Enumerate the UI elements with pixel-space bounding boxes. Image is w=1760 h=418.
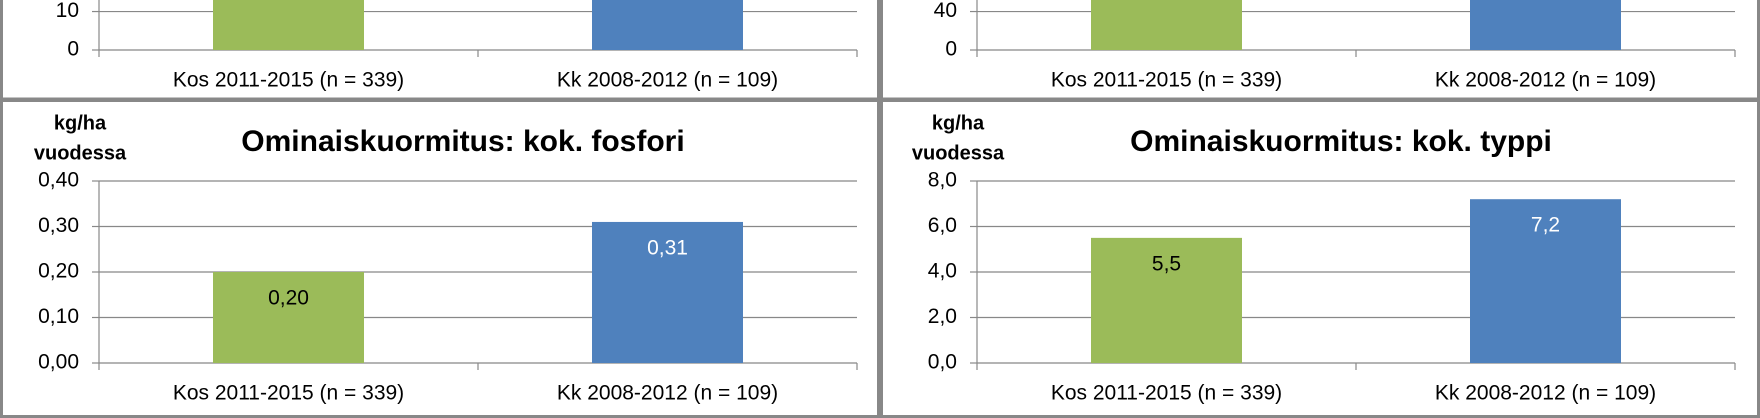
x-tick-label: Kos 2011-2015 (n = 339) — [173, 69, 404, 92]
bar — [1470, 199, 1621, 363]
panel-border — [0, 99, 880, 418]
y-tick-label: 0,00 — [38, 351, 79, 374]
y-tick-label: 0,0 — [928, 351, 957, 374]
y-tick-label: 0,40 — [38, 169, 79, 192]
panel-border — [880, 99, 1760, 418]
bar — [592, 221, 743, 363]
bar — [592, 0, 743, 50]
x-tick-label: Kk 2008-2012 (n = 109) — [557, 382, 778, 405]
x-tick-label: Kos 2011-2015 (n = 339) — [1051, 382, 1282, 405]
x-tick-label: Kk 2008-2012 (n = 109) — [557, 69, 778, 92]
data-label: 0,20 — [268, 287, 309, 310]
data-label: 5,5 — [1152, 252, 1181, 275]
y-axis-label: kg/ha — [54, 112, 107, 134]
y-axis-label: vuodessa — [912, 142, 1005, 164]
y-tick-label: 8,0 — [928, 169, 957, 192]
x-tick-label: Kos 2011-2015 (n = 339) — [173, 382, 404, 405]
chart-title: Ominaiskuormitus: kok. fosfori — [241, 125, 684, 158]
bar — [1091, 237, 1242, 363]
y-tick-label: 0,30 — [38, 214, 79, 237]
y-tick-label: 10 — [56, 0, 79, 22]
y-tick-label: 0,20 — [38, 260, 79, 283]
bar — [1470, 0, 1621, 50]
data-label: 7,2 — [1531, 214, 1560, 237]
y-tick-label: 2,0 — [928, 305, 957, 328]
y-tick-label: 6,0 — [928, 214, 957, 237]
bar — [213, 272, 364, 363]
y-tick-label: 0 — [67, 38, 79, 61]
y-tick-label: 40 — [934, 0, 957, 22]
x-tick-label: Kos 2011-2015 (n = 339) — [1051, 69, 1282, 92]
bar — [1091, 0, 1242, 50]
y-tick-label: 0,10 — [38, 305, 79, 328]
y-axis-label: vuodessa — [34, 142, 127, 164]
y-axis-label: kg/ha — [932, 112, 985, 134]
x-tick-label: Kk 2008-2012 (n = 109) — [1435, 382, 1656, 405]
bar — [213, 0, 364, 50]
chart-title: Ominaiskuormitus: kok. typpi — [1130, 125, 1552, 158]
y-tick-label: 4,0 — [928, 260, 957, 283]
y-tick-label: 0 — [945, 38, 957, 61]
x-tick-label: Kk 2008-2012 (n = 109) — [1435, 69, 1656, 92]
data-label: 0,31 — [647, 236, 688, 259]
